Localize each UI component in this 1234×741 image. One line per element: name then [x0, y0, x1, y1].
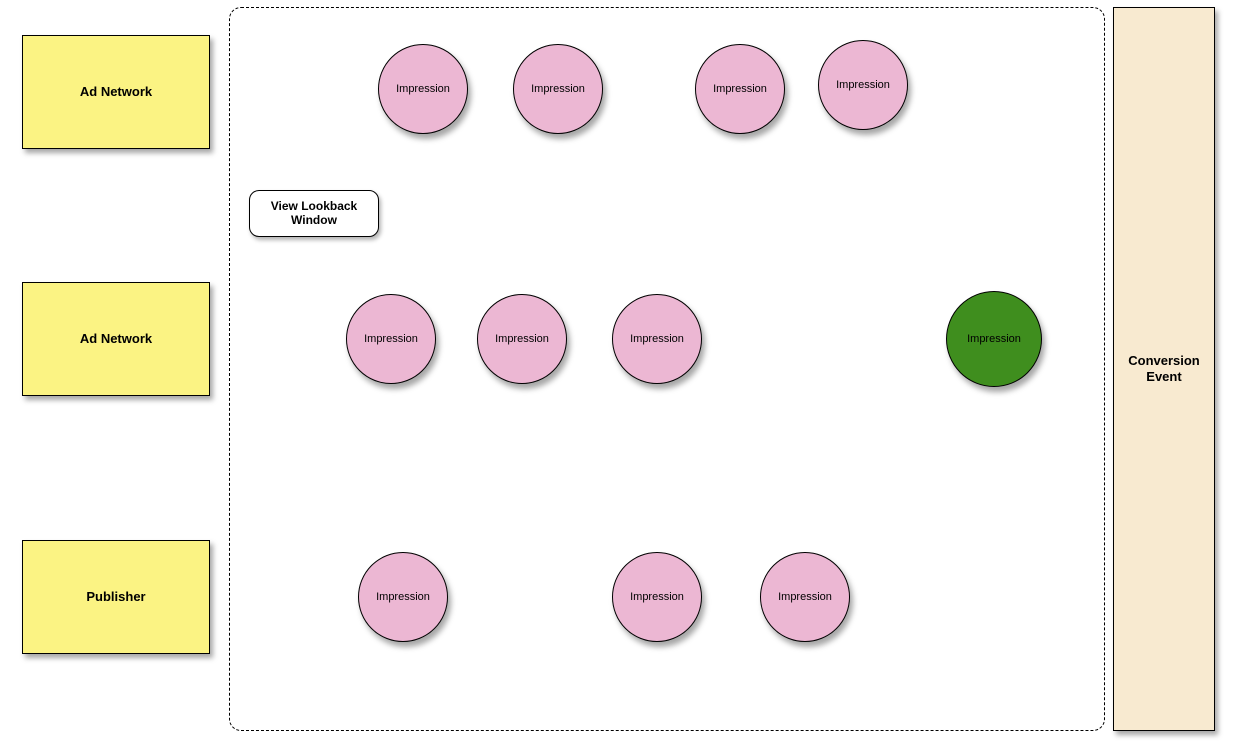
ad-network-label-2: Ad Network — [74, 331, 158, 347]
conversion-event-box: ConversionEvent — [1113, 7, 1215, 731]
impression-r2-4-green: Impression — [946, 291, 1042, 387]
conversion-event-label: ConversionEvent — [1122, 353, 1206, 384]
impression-r1-3: Impression — [695, 44, 785, 134]
impression-r2-1: Impression — [346, 294, 436, 384]
lookback-badge: View LookbackWindow — [249, 190, 379, 237]
ad-network-box-2: Ad Network — [22, 282, 210, 396]
ad-network-label-1: Ad Network — [74, 84, 158, 100]
lookback-badge-label: View LookbackWindow — [271, 200, 357, 228]
diagram-canvas: Ad Network Ad Network Publisher View Loo… — [0, 0, 1234, 741]
impression-r1-4: Impression — [818, 40, 908, 130]
impression-r3-1: Impression — [358, 552, 448, 642]
impression-r1-2: Impression — [513, 44, 603, 134]
impression-r1-1: Impression — [378, 44, 468, 134]
ad-network-box-1: Ad Network — [22, 35, 210, 149]
impression-r2-3: Impression — [612, 294, 702, 384]
publisher-box: Publisher — [22, 540, 210, 654]
impression-r2-2: Impression — [477, 294, 567, 384]
publisher-label: Publisher — [80, 589, 151, 605]
impression-r3-2: Impression — [612, 552, 702, 642]
impression-r3-3: Impression — [760, 552, 850, 642]
